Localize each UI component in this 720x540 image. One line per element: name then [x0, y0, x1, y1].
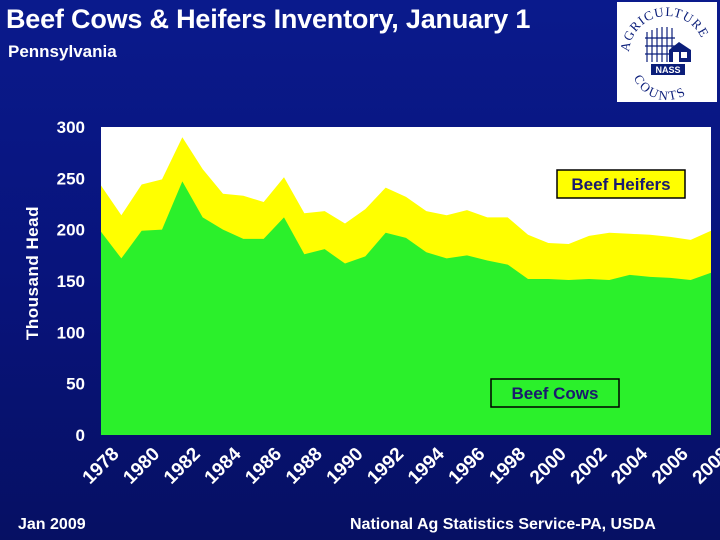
- chart-subtitle: Pennsylvania: [8, 42, 117, 61]
- y-tick-label: 300: [57, 118, 85, 137]
- x-tick-label: 1988: [282, 444, 327, 489]
- annotation-label: Beef Heifers: [571, 175, 670, 194]
- y-axis-label: Thousand Head: [23, 206, 42, 340]
- x-tick-label: 2000: [526, 444, 571, 489]
- y-tick-label: 200: [57, 221, 85, 240]
- annotation-beef-cows: Beef Cows: [490, 378, 620, 408]
- x-tick-label: 2006: [648, 444, 693, 489]
- y-axis-ticks: 0 50 100 150 200 250 300: [57, 118, 85, 445]
- y-tick-label: 0: [76, 426, 85, 445]
- y-tick-label: 150: [57, 272, 85, 291]
- footer-source: National Ag Statistics Service-PA, USDA: [350, 516, 656, 533]
- nass-logo: AGRICULTURE NASS COUNTS: [617, 2, 717, 103]
- y-tick-label: 100: [57, 323, 85, 342]
- x-tick-label: 1982: [160, 444, 205, 489]
- x-tick-label: 1994: [404, 443, 449, 488]
- x-tick-label: 2002: [567, 444, 612, 489]
- annotation-beef-heifers: Beef Heifers: [556, 169, 686, 199]
- chart-title: Beef Cows & Heifers Inventory, January 1: [6, 4, 531, 34]
- y-tick-label: 250: [57, 169, 85, 188]
- series-annotations: Beef Heifers Beef Cows: [490, 169, 686, 408]
- x-tick-label: 1980: [119, 444, 164, 489]
- series-area-beef-cows: [101, 181, 711, 435]
- y-tick-label: 50: [66, 375, 85, 394]
- annotation-label: Beef Cows: [512, 384, 599, 403]
- x-tick-label: 1984: [201, 443, 246, 488]
- logo-badge: NASS: [655, 65, 680, 75]
- x-tick-label: 2008: [689, 444, 720, 489]
- x-tick-label: 2004: [607, 443, 652, 488]
- x-tick-label: 1978: [79, 444, 124, 489]
- y-axis-label-group: Thousand Head: [23, 206, 42, 340]
- area-series: [101, 137, 711, 435]
- x-tick-label: 1996: [445, 444, 490, 489]
- x-tick-label: 1998: [485, 444, 530, 489]
- x-tick-label: 1986: [241, 444, 286, 489]
- x-axis-ticks: 1978198019821984198619881990199219941996…: [79, 443, 720, 488]
- annotation-box: [490, 378, 620, 408]
- x-tick-label: 1990: [323, 444, 368, 489]
- footer-date: Jan 2009: [18, 516, 86, 533]
- annotation-box: [556, 169, 686, 199]
- x-tick-label: 1992: [363, 444, 408, 489]
